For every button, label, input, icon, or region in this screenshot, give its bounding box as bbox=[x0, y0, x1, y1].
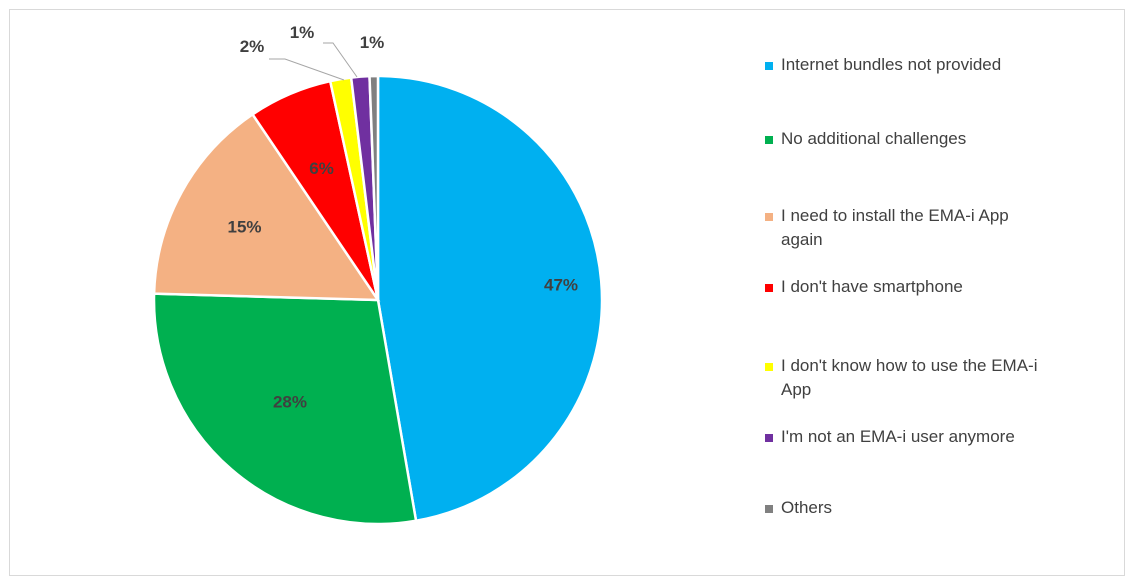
legend-item-not-user-anymore: I'm not an EMA-i user anymore bbox=[765, 425, 1125, 449]
legend-swatch bbox=[765, 284, 773, 292]
legend-item-no-smartphone: I don't have smartphone bbox=[765, 275, 1125, 299]
data-label: 15% bbox=[227, 218, 261, 237]
pie-slice bbox=[378, 76, 602, 521]
legend-swatch bbox=[765, 136, 773, 144]
legend-label: Others bbox=[765, 496, 1125, 520]
legend-swatch bbox=[765, 62, 773, 70]
leader-line bbox=[269, 59, 344, 80]
data-label: 1% bbox=[360, 33, 385, 52]
data-label: 6% bbox=[309, 159, 334, 178]
legend-swatch bbox=[765, 434, 773, 442]
legend-item-internet-bundles: Internet bundles not provided bbox=[765, 53, 1125, 77]
legend-swatch bbox=[765, 363, 773, 371]
legend-label: I don't know how to use the EMA-i App bbox=[765, 354, 1065, 402]
legend-label: I need to install the EMA-i App again bbox=[765, 204, 1015, 252]
leader-line bbox=[323, 43, 357, 77]
data-label: 1% bbox=[290, 23, 315, 42]
legend-item-dont-know-how: I don't know how to use the EMA-i App bbox=[765, 354, 1065, 402]
legend-label: I'm not an EMA-i user anymore bbox=[765, 425, 1125, 449]
legend-label: I don't have smartphone bbox=[765, 275, 1125, 299]
data-label: 2% bbox=[240, 37, 265, 56]
legend-swatch bbox=[765, 213, 773, 221]
legend-item-others: Others bbox=[765, 496, 1125, 520]
legend-swatch bbox=[765, 505, 773, 513]
data-label: 28% bbox=[273, 393, 307, 412]
legend-item-no-additional-challenges: No additional challenges bbox=[765, 127, 1125, 151]
legend-label: Internet bundles not provided bbox=[765, 53, 1125, 77]
legend-label: No additional challenges bbox=[765, 127, 1125, 151]
data-label: 47% bbox=[544, 275, 578, 294]
legend-item-install-app-again: I need to install the EMA-i App again bbox=[765, 204, 1015, 252]
